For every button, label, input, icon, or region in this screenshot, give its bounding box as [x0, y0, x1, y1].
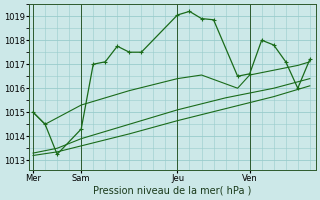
X-axis label: Pression niveau de la mer( hPa ): Pression niveau de la mer( hPa ): [93, 186, 252, 196]
